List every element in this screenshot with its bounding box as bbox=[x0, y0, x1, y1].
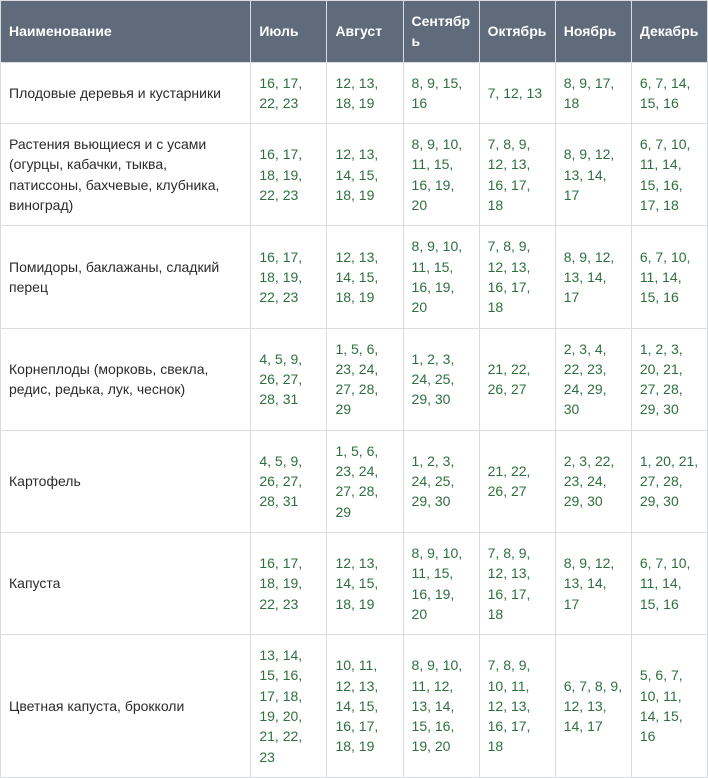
row-value: 8, 9, 17, 18 bbox=[555, 62, 631, 124]
row-name: Помидоры, баклажаны, сладкий перец bbox=[1, 226, 251, 328]
row-value: 16, 17, 22, 23 bbox=[251, 62, 327, 124]
row-value: 16, 17, 18, 19, 22, 23 bbox=[251, 532, 327, 634]
col-november: Ноябрь bbox=[555, 1, 631, 63]
row-value: 1, 5, 6, 23, 24, 27, 28, 29 bbox=[327, 328, 403, 430]
row-value: 13, 14, 15, 16, 17, 18, 19, 20, 21, 22, … bbox=[251, 635, 327, 778]
col-name: Наименование bbox=[1, 1, 251, 63]
row-value: 16, 17, 18, 19, 22, 23 bbox=[251, 226, 327, 328]
row-value: 1, 2, 3, 24, 25, 29, 30 bbox=[403, 430, 479, 532]
row-value: 21, 22, 26, 27 bbox=[479, 328, 555, 430]
planting-calendar-table: Наименование Июль Август Сентябрь Октябр… bbox=[0, 0, 708, 778]
table-row: Картофель4, 5, 9, 26, 27, 28, 311, 5, 6,… bbox=[1, 430, 708, 532]
row-value: 7, 8, 9, 12, 13, 16, 17, 18 bbox=[479, 226, 555, 328]
row-name: Плодовые деревья и кустарники bbox=[1, 62, 251, 124]
row-value: 12, 13, 14, 15, 18, 19 bbox=[327, 226, 403, 328]
row-value: 8, 9, 10, 11, 15, 16, 19, 20 bbox=[403, 124, 479, 226]
row-value: 6, 7, 10, 11, 14, 15, 16 bbox=[631, 532, 707, 634]
row-value: 7, 8, 9, 12, 13, 16, 17, 18 bbox=[479, 532, 555, 634]
row-value: 1, 20, 21, 27, 28, 29, 30 bbox=[631, 430, 707, 532]
row-value: 12, 13, 14, 15, 18, 19 bbox=[327, 532, 403, 634]
row-value: 12, 13, 14, 15, 18, 19 bbox=[327, 124, 403, 226]
row-value: 6, 7, 10, 11, 14, 15, 16 bbox=[631, 226, 707, 328]
row-value: 8, 9, 12, 13, 14, 17 bbox=[555, 226, 631, 328]
row-value: 21, 22, 26, 27 bbox=[479, 430, 555, 532]
table-header: Наименование Июль Август Сентябрь Октябр… bbox=[1, 1, 708, 63]
row-value: 4, 5, 9, 26, 27, 28, 31 bbox=[251, 328, 327, 430]
table-row: Плодовые деревья и кустарники16, 17, 22,… bbox=[1, 62, 708, 124]
calendar-table: Наименование Июль Август Сентябрь Октябр… bbox=[0, 0, 708, 778]
row-value: 5, 6, 7, 10, 11, 14, 15, 16 bbox=[631, 635, 707, 778]
table-row: Капуста16, 17, 18, 19, 22, 2312, 13, 14,… bbox=[1, 532, 708, 634]
row-value: 2, 3, 22, 23, 24, 29, 30 bbox=[555, 430, 631, 532]
row-value: 4, 5, 9, 26, 27, 28, 31 bbox=[251, 430, 327, 532]
row-name: Цветная капуста, брокколи bbox=[1, 635, 251, 778]
row-value: 1, 2, 3, 20, 21, 27, 28, 29, 30 bbox=[631, 328, 707, 430]
row-value: 7, 8, 9, 10, 11, 12, 13, 16, 17, 18 bbox=[479, 635, 555, 778]
col-december: Декабрь bbox=[631, 1, 707, 63]
row-value: 16, 17, 18, 19, 22, 23 bbox=[251, 124, 327, 226]
row-value: 2, 3, 4, 22, 23, 24, 29, 30 bbox=[555, 328, 631, 430]
col-august: Август bbox=[327, 1, 403, 63]
row-value: 8, 9, 10, 11, 15, 16, 19, 20 bbox=[403, 532, 479, 634]
table-row: Помидоры, баклажаны, сладкий перец16, 17… bbox=[1, 226, 708, 328]
row-value: 6, 7, 10, 11, 14, 15, 16, 17, 18 bbox=[631, 124, 707, 226]
row-value: 8, 9, 12, 13, 14, 17 bbox=[555, 532, 631, 634]
table-row: Цветная капуста, брокколи13, 14, 15, 16,… bbox=[1, 635, 708, 778]
row-value: 10, 11, 12, 13, 14, 15, 16, 17, 18, 19 bbox=[327, 635, 403, 778]
row-value: 7, 8, 9, 12, 13, 16, 17, 18 bbox=[479, 124, 555, 226]
col-july: Июль bbox=[251, 1, 327, 63]
row-value: 1, 2, 3, 24, 25, 29, 30 bbox=[403, 328, 479, 430]
col-october: Октябрь bbox=[479, 1, 555, 63]
row-value: 1, 5, 6, 23, 24, 27, 28, 29 bbox=[327, 430, 403, 532]
row-value: 12, 13, 18, 19 bbox=[327, 62, 403, 124]
table-row: Растения вьющиеся и с усами (огурцы, каб… bbox=[1, 124, 708, 226]
row-value: 6, 7, 8, 9, 12, 13, 14, 17 bbox=[555, 635, 631, 778]
table-body: Плодовые деревья и кустарники16, 17, 22,… bbox=[1, 62, 708, 777]
col-september: Сентябрь bbox=[403, 1, 479, 63]
row-value: 7, 12, 13 bbox=[479, 62, 555, 124]
row-name: Картофель bbox=[1, 430, 251, 532]
row-value: 8, 9, 10, 11, 12, 13, 14, 15, 16, 19, 20 bbox=[403, 635, 479, 778]
table-row: Корнеплоды (морковь, свекла, редис, редь… bbox=[1, 328, 708, 430]
row-value: 8, 9, 10, 11, 15, 16, 19, 20 bbox=[403, 226, 479, 328]
row-name: Растения вьющиеся и с усами (огурцы, каб… bbox=[1, 124, 251, 226]
row-name: Корнеплоды (морковь, свекла, редис, редь… bbox=[1, 328, 251, 430]
row-value: 6, 7, 14, 15, 16 bbox=[631, 62, 707, 124]
row-name: Капуста bbox=[1, 532, 251, 634]
row-value: 8, 9, 12, 13, 14, 17 bbox=[555, 124, 631, 226]
row-value: 8, 9, 15, 16 bbox=[403, 62, 479, 124]
